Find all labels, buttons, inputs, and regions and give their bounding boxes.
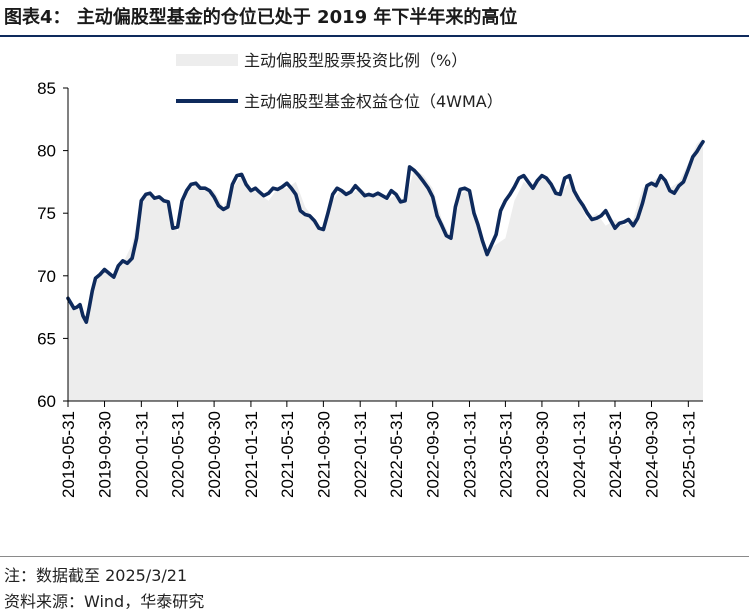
x-tick-label: 2023-09-30: [533, 411, 552, 498]
y-tick-label: 80: [37, 142, 56, 161]
x-tick-label: 2024-01-31: [570, 411, 589, 498]
x-tick-label: 2019-09-30: [96, 411, 115, 498]
x-tick-label: 2019-05-31: [59, 411, 78, 498]
y-tick-label: 75: [37, 204, 56, 223]
area-layer: [68, 138, 703, 401]
note-divider: [0, 556, 749, 557]
x-tick-label: 2022-01-31: [351, 411, 370, 498]
legend: 主动偏股型股票投资比例（%） 主动偏股型基金权益仓位（4WMA）: [176, 51, 503, 111]
x-tick-label: 2022-05-31: [387, 411, 406, 498]
legend-line-label: 主动偏股型基金权益仓位（4WMA）: [244, 92, 503, 111]
x-tick-label: 2022-09-30: [424, 411, 443, 498]
title-divider: [0, 35, 749, 37]
x-tick-label: 2021-05-31: [278, 411, 297, 498]
series-area-stock-ratio: [68, 138, 703, 401]
x-tick-label: 2024-05-31: [606, 411, 625, 498]
x-tick-label: 2025-01-31: [679, 411, 698, 498]
y-tick-label: 70: [37, 267, 56, 286]
chart: 60 65 70 75 80 85 2019-05-31 2019-09-30 2020-01-…: [37, 51, 705, 498]
legend-area-label: 主动偏股型股票投资比例（%）: [244, 51, 467, 70]
y-tick-label: 60: [37, 392, 56, 411]
chart-title: 图表4： 主动偏股型基金的仓位已处于 2019 年下半年来的高位: [4, 7, 518, 28]
y-tick-label: 65: [37, 329, 56, 348]
series-line-equity-position: [66, 140, 705, 324]
y-tick-label: 85: [37, 79, 56, 98]
data-source: 资料来源：Wind，华泰研究: [4, 592, 205, 611]
x-tick-label: 2023-05-31: [496, 411, 515, 498]
x-tick-label: 2020-01-31: [132, 411, 151, 498]
x-tick-label: 2024-09-30: [643, 411, 662, 498]
axis-layer: 60 65 70 75 80 85 2019-05-31 2019-09-30 2020-01-…: [37, 79, 703, 498]
x-tick-label: 2021-01-31: [242, 411, 261, 498]
x-tick-label: 2023-01-31: [460, 411, 479, 498]
x-tick-label: 2021-09-30: [314, 411, 333, 498]
chart-note: 注：数据截至 2025/3/21: [4, 566, 188, 585]
legend-area-swatch: [176, 54, 238, 66]
x-tick-label: 2020-05-31: [169, 411, 188, 498]
line-layer: [66, 140, 705, 324]
x-tick-label: 2020-09-30: [205, 411, 224, 498]
